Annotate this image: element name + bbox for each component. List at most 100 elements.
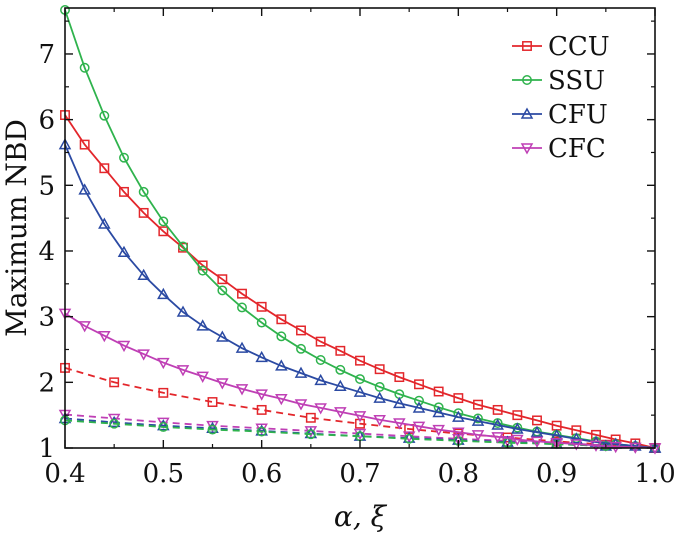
data-point bbox=[216, 378, 229, 390]
data-point bbox=[315, 336, 326, 347]
data-point bbox=[412, 421, 426, 433]
data-point bbox=[433, 402, 444, 413]
data-point bbox=[255, 389, 268, 401]
data-point bbox=[78, 183, 91, 195]
data-point bbox=[374, 381, 385, 392]
legend-item-cfu: CFU bbox=[512, 100, 608, 130]
data-point bbox=[217, 274, 228, 285]
data-point bbox=[471, 414, 485, 426]
data-point bbox=[294, 399, 308, 411]
data-point bbox=[79, 62, 90, 73]
series-cfu bbox=[58, 138, 662, 453]
data-point bbox=[109, 418, 120, 429]
data-point bbox=[452, 410, 465, 422]
data-point bbox=[304, 427, 318, 439]
data-point bbox=[433, 386, 444, 397]
data-point bbox=[609, 441, 622, 454]
data-point bbox=[511, 422, 524, 434]
x-axis-title: α, ξ bbox=[334, 500, 388, 533]
data-point bbox=[256, 426, 267, 437]
legend-label: CFC bbox=[548, 134, 606, 164]
legend: CCU SSU CFU CFC bbox=[512, 32, 610, 164]
data-point bbox=[158, 422, 169, 432]
data-point bbox=[117, 340, 131, 353]
data-point bbox=[414, 379, 424, 390]
data-point bbox=[176, 305, 190, 317]
data-point bbox=[217, 285, 228, 296]
x-tick-label: 0.6 bbox=[241, 459, 282, 489]
data-point bbox=[591, 429, 601, 440]
data-point bbox=[511, 434, 524, 447]
legend-label: SSU bbox=[548, 66, 605, 96]
data-point bbox=[473, 413, 483, 424]
y-tick-label: 6 bbox=[38, 106, 55, 136]
data-point bbox=[355, 355, 365, 366]
data-point bbox=[158, 216, 169, 227]
data-point bbox=[137, 349, 150, 361]
data-point bbox=[353, 385, 367, 397]
data-point bbox=[471, 430, 485, 442]
x-tick-label: 0.4 bbox=[44, 459, 85, 489]
x-tick-label: 0.9 bbox=[536, 459, 577, 489]
data-point bbox=[550, 428, 563, 441]
data-point bbox=[237, 302, 247, 313]
data-point bbox=[432, 405, 445, 418]
data-point bbox=[314, 373, 327, 386]
legend-item-ssu: SSU bbox=[512, 66, 605, 96]
data-point bbox=[393, 418, 406, 430]
data-point bbox=[275, 393, 288, 406]
data-point bbox=[197, 265, 208, 276]
data-point bbox=[432, 424, 445, 437]
data-point bbox=[256, 404, 267, 415]
data-point bbox=[158, 226, 169, 237]
axis-ticks: 0.4 0.5 0.6 0.7 0.8 0.9 1.0 1 2 3 4 5 6 7 bbox=[38, 8, 676, 489]
legend-item-cfc: CFC bbox=[512, 134, 606, 164]
data-point bbox=[294, 366, 308, 378]
data-point bbox=[237, 288, 247, 299]
data-point bbox=[374, 364, 385, 375]
data-point bbox=[393, 396, 406, 409]
data-point bbox=[178, 241, 188, 252]
data-point bbox=[176, 365, 190, 377]
data-point bbox=[158, 387, 169, 398]
data-point bbox=[305, 412, 316, 423]
x-tick-label: 0.7 bbox=[339, 459, 380, 489]
data-point bbox=[530, 436, 544, 448]
data-point bbox=[404, 433, 415, 444]
data-point bbox=[353, 428, 367, 441]
legend-label: CCU bbox=[548, 32, 610, 62]
y-tick-label: 4 bbox=[38, 237, 55, 267]
data-point bbox=[373, 391, 386, 403]
data-point bbox=[550, 437, 563, 450]
data-point bbox=[119, 152, 129, 163]
data-point bbox=[491, 432, 504, 444]
y-tick-label: 2 bbox=[38, 368, 55, 398]
data-point bbox=[256, 301, 267, 312]
data-point bbox=[296, 343, 306, 354]
data-point bbox=[570, 439, 583, 451]
x-tick-label: 0.5 bbox=[143, 459, 184, 489]
data-point bbox=[305, 429, 316, 440]
data-point bbox=[138, 186, 149, 197]
data-point bbox=[314, 403, 327, 415]
data-point bbox=[414, 395, 424, 406]
data-point bbox=[98, 217, 111, 229]
series-line bbox=[64, 144, 656, 449]
data-point bbox=[276, 331, 287, 342]
data-point bbox=[570, 432, 583, 444]
data-point bbox=[98, 330, 111, 343]
data-point bbox=[315, 355, 326, 365]
data-point bbox=[532, 415, 542, 426]
data-point bbox=[99, 163, 110, 174]
data-point bbox=[138, 207, 149, 218]
data-point bbox=[109, 377, 120, 388]
data-point bbox=[334, 379, 347, 392]
data-point bbox=[196, 371, 209, 383]
data-point bbox=[99, 110, 110, 121]
data-point bbox=[235, 384, 249, 396]
data-point bbox=[79, 139, 90, 150]
data-point bbox=[629, 439, 642, 451]
data-point bbox=[335, 345, 346, 356]
data-point bbox=[373, 415, 386, 427]
